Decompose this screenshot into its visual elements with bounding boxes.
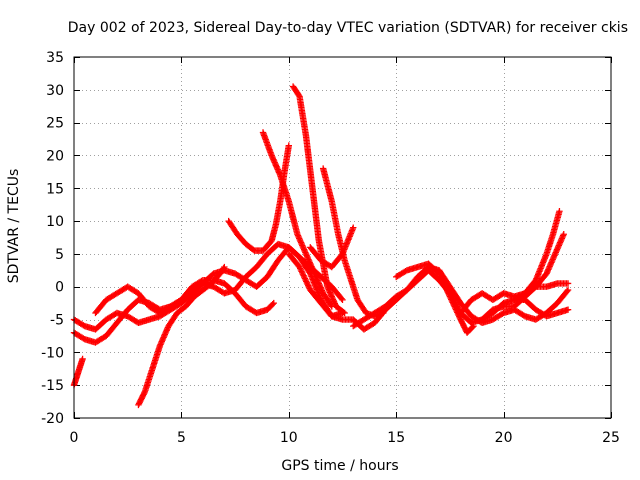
- y-tick-label: -15: [41, 378, 64, 394]
- data-point: [451, 303, 458, 310]
- data-point: [456, 313, 463, 320]
- data-point: [452, 304, 459, 312]
- data-point: [450, 301, 458, 309]
- x-axis-title: GPS time / hours: [281, 458, 398, 474]
- data-point: [295, 91, 302, 99]
- data-point: [304, 281, 311, 288]
- data-point: [445, 290, 452, 297]
- y-tick-label: 0: [55, 280, 64, 296]
- x-tick-label: 10: [280, 430, 298, 446]
- data-point: [447, 294, 454, 302]
- data-point: [556, 208, 563, 215]
- data-point: [338, 295, 345, 302]
- x-tick-label: 15: [387, 430, 405, 446]
- data-point: [470, 322, 477, 330]
- data-point: [448, 297, 456, 305]
- data-point: [450, 300, 457, 307]
- data-point: [305, 282, 312, 289]
- x-tick-label: 5: [177, 430, 186, 446]
- data-point: [270, 299, 277, 307]
- data-point: [221, 263, 228, 271]
- y-tick-label: 35: [46, 50, 64, 66]
- series-sat-k: [307, 224, 357, 271]
- data-point: [340, 308, 347, 316]
- series-sat-g: [259, 129, 335, 310]
- data-point: [564, 280, 572, 287]
- data-point: [297, 265, 304, 272]
- data-point: [297, 266, 305, 274]
- y-tick-label: 30: [46, 83, 64, 99]
- data-point: [299, 271, 307, 278]
- series-sat-h: [289, 83, 348, 317]
- series-sat-d: [92, 276, 277, 317]
- data-point: [269, 301, 276, 308]
- data-point: [452, 306, 460, 313]
- data-point: [301, 275, 309, 282]
- y-tick-label: 20: [46, 148, 64, 164]
- series-sat-f: [225, 142, 292, 254]
- data-point: [303, 278, 310, 285]
- data-point: [449, 299, 456, 306]
- data-point: [469, 324, 476, 331]
- data-point: [285, 142, 292, 149]
- data-point: [299, 269, 306, 276]
- x-tick-label: 25: [602, 430, 620, 446]
- series-sat-p: [511, 208, 563, 304]
- data-point: [305, 283, 313, 291]
- x-tick-label: 0: [70, 430, 79, 446]
- x-tick-label: 20: [495, 430, 513, 446]
- data-point: [302, 276, 309, 284]
- y-tick-label: -5: [50, 313, 64, 329]
- y-tick-label: -10: [41, 345, 64, 361]
- chart-title: Day 002 of 2023, Sidereal Day-to-day VTE…: [68, 20, 628, 36]
- data-point: [453, 307, 460, 315]
- data-point: [446, 293, 454, 300]
- series-sat-a: [70, 355, 86, 389]
- data-point: [560, 231, 567, 238]
- data-series: [70, 83, 572, 409]
- y-tick-label: -20: [41, 411, 64, 427]
- data-point: [301, 273, 308, 281]
- data-point: [341, 309, 348, 317]
- plot-frame: [73, 56, 612, 419]
- data-point: [79, 355, 86, 363]
- data-point: [563, 288, 571, 295]
- y-tick-label: 25: [46, 116, 64, 132]
- data-point: [220, 265, 227, 272]
- axis-ticks: 0 5 10 15 20 25 -20 -15 -10 -5 0 5 10 15 20 25 30 35: [41, 50, 620, 446]
- data-point: [198, 277, 205, 285]
- data-point: [298, 268, 305, 275]
- data-point: [564, 306, 572, 313]
- data-point: [303, 279, 311, 287]
- data-point: [448, 296, 455, 303]
- data-point: [339, 296, 346, 304]
- y-tick-label: 15: [46, 181, 64, 197]
- data-point: [350, 224, 357, 231]
- y-tick-label: 5: [55, 247, 64, 263]
- y-axis-title: SDTVAR / TECUs: [6, 169, 22, 284]
- data-point: [564, 286, 572, 294]
- data-point: [300, 272, 307, 279]
- series-sat-e: [135, 263, 228, 409]
- data-point: [296, 263, 303, 271]
- data-point: [446, 291, 453, 299]
- y-tick-label: 10: [46, 214, 64, 230]
